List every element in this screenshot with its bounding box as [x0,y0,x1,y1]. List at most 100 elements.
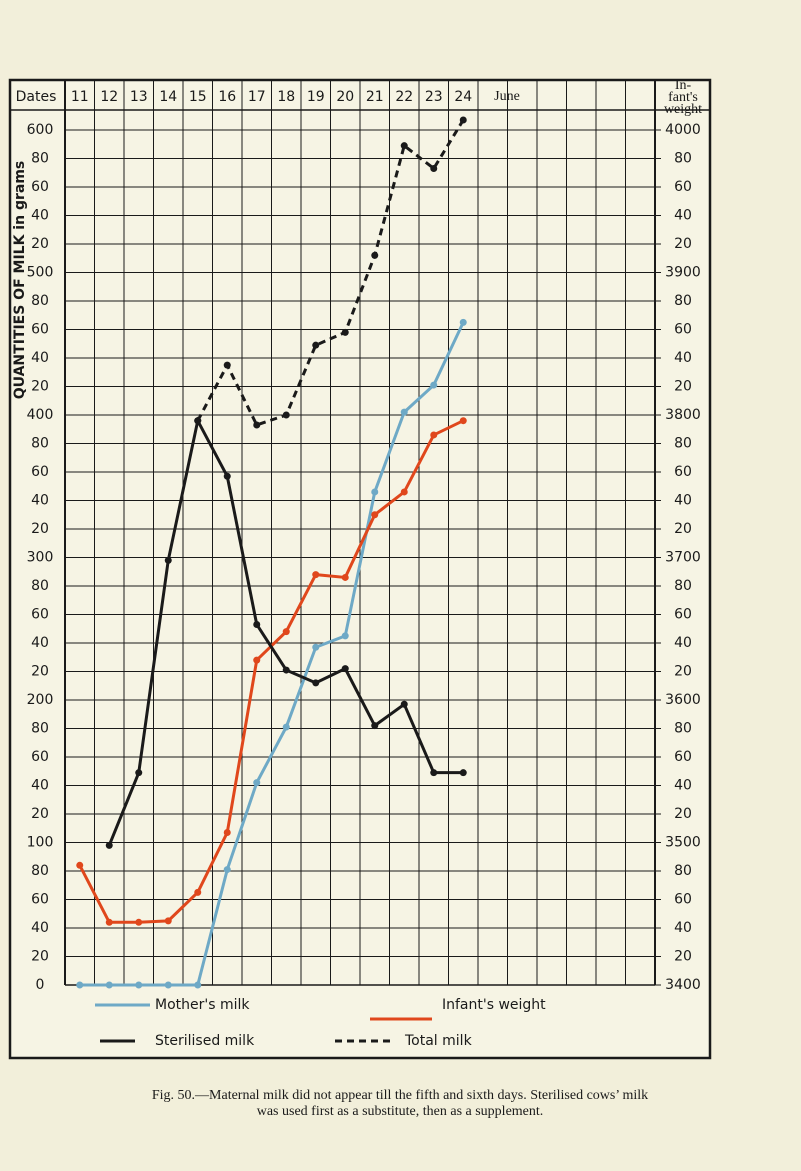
y-tick-label: 20 [31,806,49,822]
data-point [282,666,290,674]
data-point [164,917,172,925]
y-tick-label: 20 [31,521,49,537]
x-tick-label: 12 [100,89,118,105]
y2-tick-label: 60 [674,322,692,338]
x-tick-label: 13 [130,89,148,105]
data-point [76,861,84,869]
y-tick-label: 40 [31,350,49,366]
y2-tick-label: 4000 [665,122,701,138]
y-tick-label: 40 [31,493,49,509]
data-point [312,643,320,651]
y-tick-label: 40 [31,920,49,936]
y-tick-label: 80 [31,436,49,452]
y2-tick-label: 40 [674,778,692,794]
data-point [459,417,467,425]
data-point [282,411,290,419]
data-point [253,620,261,628]
caption: was used first as a substitute, then as … [257,1104,544,1119]
y-tick-label: 0 [36,977,45,993]
y2-tick-label: 80 [674,721,692,737]
y2-tick-label: 80 [674,436,692,452]
x-tick-label: 16 [218,89,236,105]
y-tick-label: 80 [31,293,49,309]
caption: Fig. 50.—Maternal milk did not appear ti… [152,1088,648,1103]
data-point [105,981,113,989]
data-point [312,571,320,579]
legend-label: Mother's milk [155,997,250,1013]
y2-tick-label: 40 [674,350,692,366]
y2-tick-label: 3400 [665,977,701,993]
data-point [223,866,231,874]
y-tick-label: 60 [31,322,49,338]
y2-axis-title: In- [675,78,692,93]
data-point [194,888,202,896]
data-point [312,341,320,349]
data-point [400,408,408,416]
legend-label: Total milk [404,1033,473,1049]
y2-tick-label: 80 [674,151,692,167]
data-point [341,328,349,336]
data-point [135,769,143,777]
data-point [400,488,408,496]
y2-tick-label: 80 [674,863,692,879]
y-tick-label: 60 [31,892,49,908]
y2-tick-label: 3800 [665,407,701,423]
data-point [459,116,467,124]
data-point [282,628,290,636]
y-tick-label: 60 [31,749,49,765]
data-point [312,679,320,687]
y2-tick-label: 60 [674,607,692,623]
y2-tick-label: 60 [674,179,692,195]
y2-tick-label: 20 [674,521,692,537]
data-point [459,318,467,326]
y2-axis-title: fant's [668,90,698,105]
y-tick-label: 300 [27,550,54,566]
series-line [196,119,465,427]
data-point [371,488,379,496]
y2-tick-label: 40 [674,493,692,509]
y-tick-label: 60 [31,607,49,623]
data-point [430,164,438,172]
y2-tick-label: 3700 [665,550,701,566]
data-point [371,511,379,519]
data-point [105,918,113,926]
data-point [164,556,172,564]
data-point [371,251,379,259]
y-tick-label: 600 [27,122,54,138]
x-tick-label: 18 [277,89,295,105]
y-tick-label: 60 [31,179,49,195]
data-point [135,918,143,926]
y2-tick-label: 3600 [665,692,701,708]
data-point [400,142,408,150]
data-point [223,361,231,369]
y2-tick-label: 40 [674,920,692,936]
y2-tick-label: 40 [674,635,692,651]
y-tick-label: 80 [31,578,49,594]
data-point [430,431,438,439]
x-tick-label: 24 [454,89,472,105]
x-tick-label: 20 [336,89,354,105]
y-tick-label: 40 [31,635,49,651]
x-tick-label: 11 [71,89,89,105]
data-point [341,665,349,673]
y-tick-label: 20 [31,949,49,965]
x-tick-label: 15 [189,89,207,105]
data-point [282,723,290,731]
data-point [164,981,172,989]
x-tick-label: 22 [395,89,413,105]
data-point [194,981,202,989]
y2-tick-label: 80 [674,293,692,309]
y2-tick-label: 60 [674,892,692,908]
y2-tick-label: 20 [674,949,692,965]
y2-tick-label: 40 [674,208,692,224]
y2-tick-label: 20 [674,236,692,252]
y2-tick-label: 20 [674,379,692,395]
data-point [223,472,231,480]
data-point [105,841,113,849]
y2-tick-label: 3500 [665,835,701,851]
data-point [341,573,349,581]
x-tick-label: 21 [366,89,384,105]
y-tick-label: 20 [31,664,49,680]
y-tick-label: 80 [31,721,49,737]
